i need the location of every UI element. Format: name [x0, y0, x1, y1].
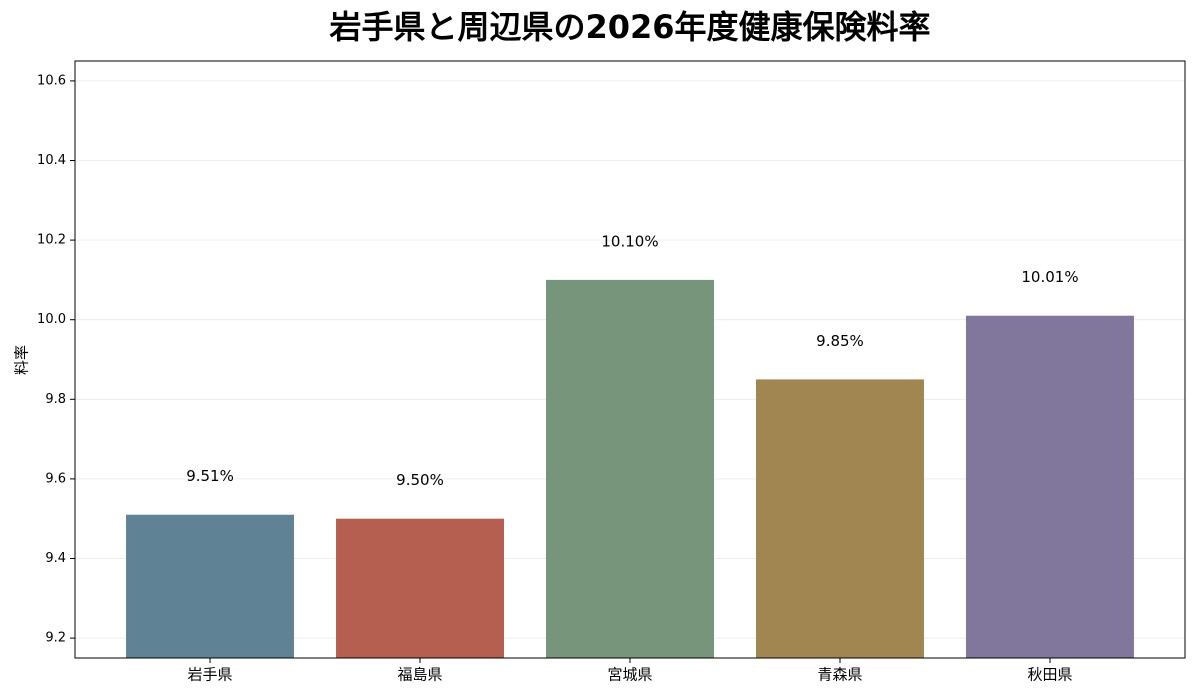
- bar: [965, 315, 1134, 658]
- plot-frame: [74, 60, 1186, 659]
- y-tick-label: 10.0: [37, 312, 66, 327]
- x-tick-label: 宮城県: [607, 666, 652, 684]
- value-label: 10.10%: [601, 232, 658, 250]
- value-label: 9.51%: [186, 467, 234, 485]
- x-tick-label: 青森県: [817, 666, 862, 684]
- value-label: 9.85%: [816, 332, 864, 350]
- y-axis-label: 料率: [13, 345, 31, 375]
- chart-title: 岩手県と周辺県の2026年度健康保険料率: [329, 8, 930, 46]
- bar: [546, 279, 714, 658]
- x-tick-label: 岩手県: [188, 666, 233, 684]
- x-tick-label: 福島県: [398, 666, 443, 684]
- x-tick-label: 秋田県: [1027, 666, 1072, 684]
- bar: [126, 514, 295, 658]
- y-tick-label: 10.6: [37, 73, 66, 88]
- y-tick-label: 9.6: [45, 471, 66, 486]
- y-tick-label: 9.8: [45, 392, 66, 407]
- y-tick-label: 10.2: [37, 233, 66, 248]
- bar: [336, 518, 505, 658]
- value-label: 9.50%: [396, 471, 444, 489]
- y-tick-label: 10.4: [37, 153, 66, 168]
- y-tick-label: 9.4: [45, 551, 66, 566]
- bar: [755, 379, 924, 658]
- y-tick-label: 9.2: [45, 631, 66, 646]
- value-label: 10.01%: [1021, 268, 1078, 286]
